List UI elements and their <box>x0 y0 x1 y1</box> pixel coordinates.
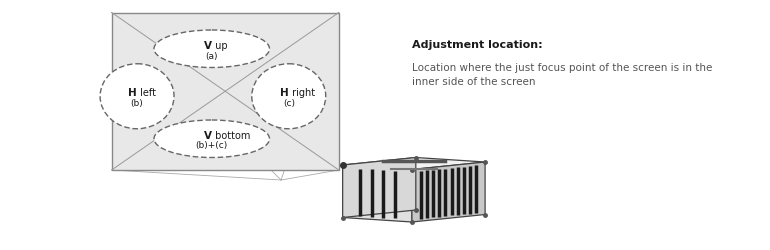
Text: Location where the just focus point of the screen is in the
inner side of the sc: Location where the just focus point of t… <box>412 63 712 87</box>
Polygon shape <box>343 165 412 222</box>
Text: (a): (a) <box>206 52 218 61</box>
Bar <box>112 12 339 170</box>
Text: left: left <box>137 88 156 98</box>
Ellipse shape <box>154 30 270 68</box>
Text: H: H <box>129 88 137 98</box>
Text: Adjustment location:: Adjustment location: <box>412 40 543 50</box>
Text: (b): (b) <box>131 99 143 108</box>
Ellipse shape <box>154 120 270 158</box>
Polygon shape <box>343 158 416 218</box>
Text: (b)+(c): (b)+(c) <box>196 141 228 150</box>
Text: (c): (c) <box>283 99 295 108</box>
Ellipse shape <box>252 64 326 129</box>
Polygon shape <box>343 158 485 170</box>
Text: up: up <box>212 41 227 51</box>
Text: V: V <box>204 131 212 141</box>
Text: V: V <box>204 41 212 51</box>
Text: right: right <box>289 88 315 98</box>
Text: H: H <box>280 88 289 98</box>
Polygon shape <box>412 162 485 222</box>
Text: bottom: bottom <box>212 131 250 141</box>
Ellipse shape <box>100 64 174 129</box>
